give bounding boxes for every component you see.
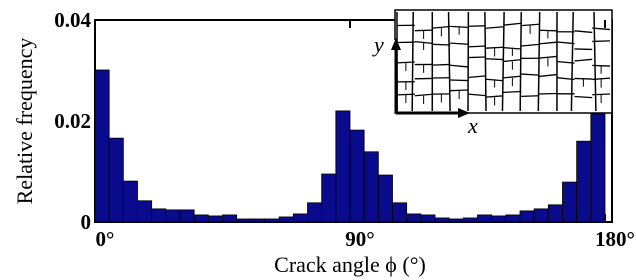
bar: [95, 70, 109, 222]
bar: [449, 219, 463, 222]
bar: [393, 203, 407, 222]
crack: [450, 90, 468, 91]
crack: [433, 64, 451, 65]
bar: [237, 219, 251, 222]
crack: [486, 59, 504, 60]
bar: [492, 216, 506, 222]
crack: [504, 92, 522, 93]
bar: [506, 215, 520, 222]
bar: [166, 210, 180, 222]
x-tick-label: 90°: [345, 227, 374, 251]
bar: [322, 174, 336, 222]
bar: [378, 175, 392, 222]
bar: [293, 214, 307, 222]
y-axis-label: Relative frequency: [12, 38, 37, 205]
bar: [180, 210, 194, 222]
x-tick-label: 0°: [96, 227, 115, 251]
bar: [548, 205, 562, 222]
crack: [520, 12, 521, 111]
bar: [194, 215, 208, 222]
crack: [521, 96, 539, 97]
x-tick-label: 180°: [595, 227, 635, 251]
bar: [421, 215, 435, 222]
bar: [109, 138, 123, 222]
bar: [336, 111, 350, 222]
crack: [592, 41, 610, 42]
x-axis-label: Crack angle ϕ (°): [274, 252, 426, 277]
bar: [364, 152, 378, 222]
crack: [468, 57, 486, 58]
crack: [397, 94, 415, 95]
bar: [520, 211, 534, 222]
inset-label: x: [467, 113, 478, 138]
crack: [450, 80, 468, 81]
bar: [407, 214, 421, 222]
y-tick-label: 0.02: [54, 109, 91, 133]
bar: [279, 217, 293, 222]
bar: [208, 216, 222, 222]
inset-label: y: [372, 32, 384, 57]
crack: [592, 94, 610, 95]
bar: [463, 218, 477, 222]
bar: [563, 182, 577, 222]
bar: [478, 215, 492, 222]
bar: [138, 201, 152, 222]
bar: [350, 130, 364, 222]
y-tick-label: 0.04: [54, 8, 91, 32]
y-tick-label: 0: [81, 210, 92, 234]
bar: [265, 219, 279, 222]
chart: Crack angle ϕ (°) Relative frequency yx …: [0, 0, 636, 280]
bar: [223, 215, 237, 222]
crack: [415, 30, 433, 31]
bar: [152, 209, 166, 222]
bar: [123, 181, 137, 222]
bar: [435, 218, 449, 222]
bar: [308, 203, 322, 222]
crack: [433, 44, 451, 45]
crack: [397, 62, 415, 63]
crack: [575, 49, 593, 50]
inset-image: yx: [372, 10, 612, 138]
bar: [591, 114, 605, 222]
bar: [577, 141, 591, 222]
bar: [534, 209, 548, 222]
bar: [251, 219, 265, 222]
